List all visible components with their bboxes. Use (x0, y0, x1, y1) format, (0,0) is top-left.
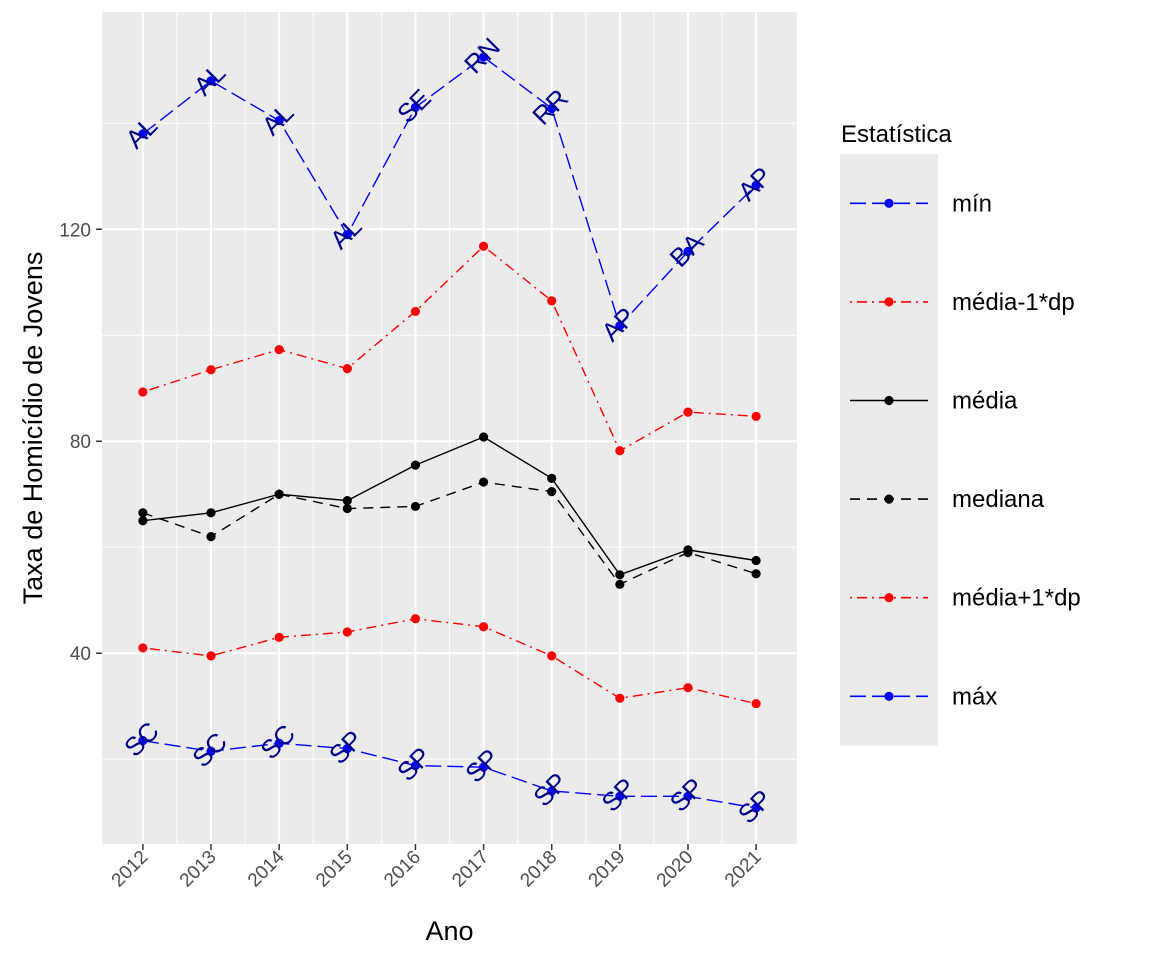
point-mean_plus_sd (683, 407, 693, 417)
point-min (274, 738, 284, 748)
point-mean (547, 473, 557, 483)
point-min (683, 791, 693, 801)
point-max (478, 52, 489, 62)
point-median (206, 532, 216, 542)
minor-gridlines (102, 12, 797, 844)
series-points (138, 52, 761, 813)
point-min (547, 786, 557, 796)
point-max (342, 229, 352, 240)
point-median (615, 579, 625, 589)
point-median (683, 547, 693, 558)
point-mean (615, 570, 625, 580)
point-mean_plus_sd (274, 344, 284, 355)
legend-key-point-median (884, 494, 894, 504)
point-mean_minus_sd (615, 693, 625, 703)
legend-label-mean_minus_sd: média-1*dp (952, 289, 1075, 316)
point-max (206, 76, 216, 86)
point-median (547, 486, 557, 497)
point-mean (342, 496, 352, 506)
legend-label-median: mediana (952, 486, 1045, 513)
point-median (342, 503, 352, 514)
point-max (615, 321, 625, 331)
legend-title: Estatística (841, 121, 952, 148)
point-mean_plus_sd (138, 387, 148, 397)
y-axis-title: Taxa de Homicídio de Jovens (18, 252, 48, 605)
point-mean_plus_sd (615, 446, 625, 456)
point-max (751, 180, 761, 190)
legend-key-point-min (884, 198, 894, 208)
legend-label-min: mín (952, 190, 992, 217)
point-min (478, 762, 489, 772)
legend: Estatística mín média-1*dp média mediana méd… (840, 121, 1081, 746)
point-mean_plus_sd (410, 306, 421, 317)
point-mean_minus_sd (342, 627, 352, 637)
point-mean_plus_sd (478, 241, 489, 251)
point-max (138, 129, 148, 139)
point-median (138, 508, 148, 518)
series-line-median (142, 481, 757, 586)
x-axis-title: Ano (425, 916, 473, 946)
series-lines (142, 56, 757, 809)
point-median (478, 477, 489, 487)
point-median (410, 501, 421, 512)
point-min (138, 736, 148, 746)
legend-label-max: máx (952, 683, 997, 710)
point-mean_minus_sd (206, 651, 216, 661)
point-max (683, 246, 693, 257)
point-min (206, 746, 216, 756)
point-mean_plus_sd (206, 365, 216, 375)
point-median (274, 489, 284, 499)
point-min (342, 744, 352, 754)
point-max (410, 102, 421, 112)
y-tick-label: 40 (70, 644, 91, 665)
point-mean_plus_sd (751, 411, 761, 421)
point-mean (206, 508, 216, 518)
series-line-mean_minus_sd (142, 618, 757, 705)
point-mean_minus_sd (751, 698, 761, 709)
point-max (547, 103, 557, 114)
point-min (751, 803, 761, 813)
point-mean_plus_sd (547, 296, 557, 306)
point-median (751, 569, 761, 579)
major-gridlines (102, 12, 797, 844)
legend-key-point-mean_minus_sd (884, 297, 894, 307)
point-min (410, 760, 421, 771)
legend-label-mean: média (952, 388, 1018, 415)
point-mean (138, 516, 148, 526)
point-mean (410, 460, 421, 470)
point-mean_plus_sd (342, 364, 352, 374)
legend-key-point-mean (884, 395, 894, 406)
legend-label-mean_plus_sd: média+1*dp (952, 585, 1081, 612)
series-line-mean (142, 436, 757, 576)
legend-key-point-max (884, 691, 894, 701)
legend-key-point-mean_plus_sd (884, 593, 894, 603)
point-mean_minus_sd (410, 614, 421, 624)
point-mean_minus_sd (478, 622, 489, 632)
point-max (274, 116, 284, 126)
legend-key-background (840, 154, 938, 746)
point-mean_minus_sd (547, 651, 557, 661)
point-mean (478, 432, 489, 442)
series-line-min (142, 740, 757, 809)
point-mean_minus_sd (683, 683, 693, 693)
point-mean (751, 555, 761, 566)
point-min (615, 791, 625, 801)
series-line-max (142, 56, 757, 328)
y-tick-label: 120 (59, 220, 91, 241)
point-mean_minus_sd (274, 632, 284, 642)
point-mean_minus_sd (138, 643, 148, 653)
y-tick-label: 80 (70, 432, 91, 453)
